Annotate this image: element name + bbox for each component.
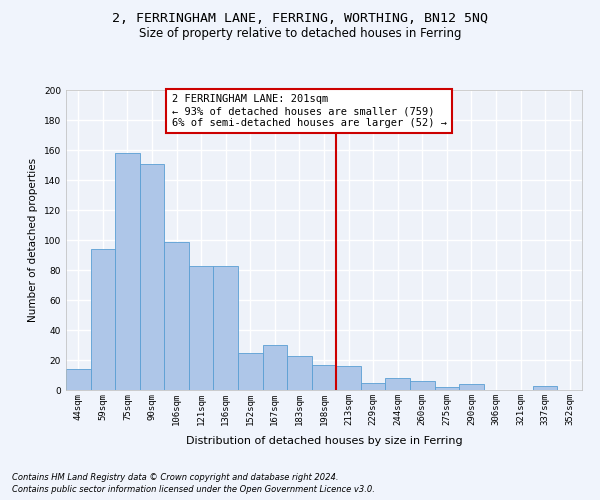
Bar (214, 266, 238, 390)
X-axis label: Distribution of detached houses by size in Ferring: Distribution of detached houses by size … (185, 436, 463, 446)
Text: 2 FERRINGHAM LANE: 201sqm
← 93% of detached houses are smaller (759)
6% of semi-: 2 FERRINGHAM LANE: 201sqm ← 93% of detac… (172, 94, 446, 128)
Bar (459, 384, 484, 390)
Bar (263, 345, 287, 390)
Bar (361, 382, 385, 390)
Bar (533, 386, 557, 390)
Bar (140, 164, 164, 390)
Bar (189, 266, 214, 390)
Text: Size of property relative to detached houses in Ferring: Size of property relative to detached ho… (139, 28, 461, 40)
Bar (115, 153, 140, 390)
Bar (385, 378, 410, 390)
Bar (410, 381, 434, 390)
Bar (164, 242, 189, 390)
Bar (66, 369, 91, 390)
Bar (434, 387, 459, 390)
Bar (287, 356, 312, 390)
Text: Contains public sector information licensed under the Open Government Licence v3: Contains public sector information licen… (12, 485, 375, 494)
Y-axis label: Number of detached properties: Number of detached properties (28, 158, 38, 322)
Bar (312, 364, 336, 390)
Bar (336, 366, 361, 390)
Bar (91, 249, 115, 390)
Text: Contains HM Land Registry data © Crown copyright and database right 2024.: Contains HM Land Registry data © Crown c… (12, 472, 338, 482)
Text: 2, FERRINGHAM LANE, FERRING, WORTHING, BN12 5NQ: 2, FERRINGHAM LANE, FERRING, WORTHING, B… (112, 12, 488, 26)
Bar (238, 352, 263, 390)
